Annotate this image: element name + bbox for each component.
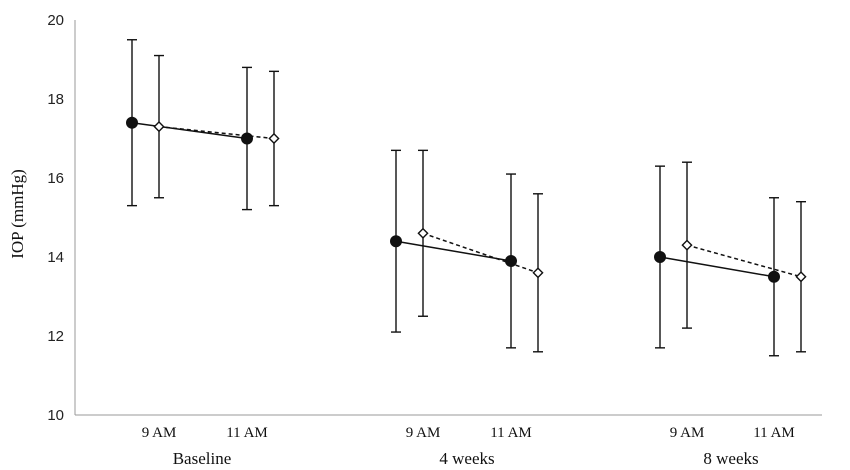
data-point-diamond <box>795 271 807 283</box>
y-tick-label: 14 <box>47 249 64 266</box>
x-tick-label: 11 AM <box>226 425 268 441</box>
x-tick-label: 11 AM <box>490 425 532 441</box>
series-connector-line <box>131 121 248 140</box>
data-point-circle <box>768 270 780 283</box>
data-point-diamond <box>417 227 429 239</box>
series-filled-circle <box>126 39 780 357</box>
x-tick-label: 9 AM <box>670 425 705 441</box>
series-connector-line <box>395 240 512 262</box>
data-point-circle <box>505 254 517 267</box>
x-axis: 9 AM 11 AM Baseline 9 AM 11 AM 4 weeks 9 AM 11 … <box>75 414 822 468</box>
x-tick-label: 9 AM <box>142 425 177 441</box>
x-tick-label: 11 AM <box>753 425 795 441</box>
series-open-diamond <box>153 54 807 353</box>
y-tick-label: 10 <box>47 407 64 424</box>
y-tick-label: 20 <box>47 12 64 29</box>
y-tick-label: 16 <box>47 170 64 187</box>
x-group-label: Baseline <box>173 449 232 468</box>
data-point-diamond <box>532 267 544 279</box>
data-point-circle <box>390 235 402 248</box>
series-connector-line <box>659 256 775 278</box>
data-point-diamond <box>681 239 693 251</box>
data-point-circle <box>654 251 666 263</box>
y-tick-label: 12 <box>47 328 64 345</box>
y-axis-label: IOP (mmHg) <box>8 169 27 259</box>
series-connector-line <box>422 232 539 274</box>
data-point-diamond <box>153 121 165 133</box>
y-axis: 10 12 14 16 18 20 <box>47 12 76 424</box>
series-connector-line <box>686 244 802 278</box>
series-connector-line <box>158 125 275 140</box>
x-group-label: 8 weeks <box>703 449 758 468</box>
x-group-label: 4 weeks <box>439 449 494 468</box>
series-layer <box>126 39 807 357</box>
data-point-diamond <box>268 132 280 145</box>
y-tick-label: 18 <box>47 91 64 108</box>
data-point-circle <box>126 116 138 129</box>
x-tick-label: 9 AM <box>406 425 441 441</box>
